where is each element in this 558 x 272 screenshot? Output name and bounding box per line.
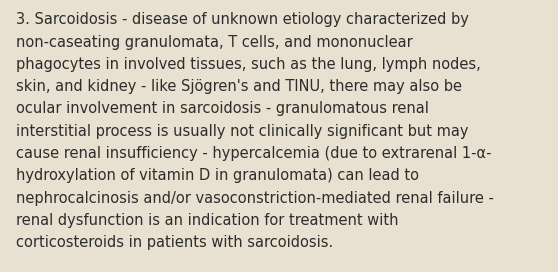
Text: corticosteroids in patients with sarcoidosis.: corticosteroids in patients with sarcoid… [16,235,333,250]
Text: renal dysfunction is an indication for treatment with: renal dysfunction is an indication for t… [16,213,398,228]
Text: ocular involvement in sarcoidosis - granulomatous renal: ocular involvement in sarcoidosis - gran… [16,101,429,116]
Text: cause renal insufficiency - hypercalcemia (due to extrarenal 1-α-: cause renal insufficiency - hypercalcemi… [16,146,491,161]
Text: 3. Sarcoidosis - disease of unknown etiology characterized by: 3. Sarcoidosis - disease of unknown etio… [16,12,469,27]
Text: non-caseating granulomata, T cells, and mononuclear: non-caseating granulomata, T cells, and … [16,35,412,50]
Text: phagocytes in involved tissues, such as the lung, lymph nodes,: phagocytes in involved tissues, such as … [16,57,480,72]
Text: interstitial process is usually not clinically significant but may: interstitial process is usually not clin… [16,124,468,139]
Text: nephrocalcinosis and/or vasoconstriction-mediated renal failure -: nephrocalcinosis and/or vasoconstriction… [16,191,493,206]
Text: hydroxylation of vitamin D in granulomata) can lead to: hydroxylation of vitamin D in granulomat… [16,168,418,183]
Text: skin, and kidney - like Sjögren's and TINU, there may also be: skin, and kidney - like Sjögren's and TI… [16,79,461,94]
